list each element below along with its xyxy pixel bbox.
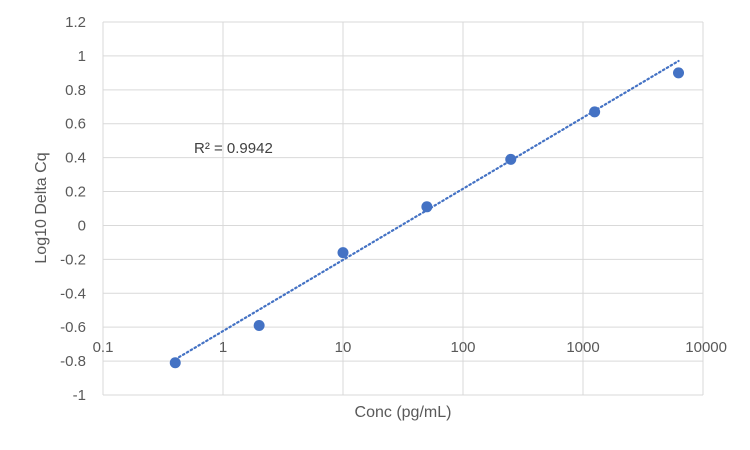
y-tick-label: 1 (78, 48, 86, 65)
y-tick-label: 0.6 (65, 116, 86, 133)
x-tick-label: 1 (219, 339, 227, 356)
y-tick-label: -0.4 (60, 285, 86, 302)
data-point (589, 106, 601, 118)
r-squared-annotation: R² = 0.9942 (194, 140, 273, 157)
y-tick-label: -1 (73, 387, 86, 404)
x-axis-tick-labels: 0.1 1 10 100 1000 10000 (93, 339, 727, 356)
data-point (673, 67, 685, 79)
x-tick-label: 100 (450, 339, 475, 356)
y-tick-label: -0.8 (60, 353, 86, 370)
y-tick-label: 0.8 (65, 82, 86, 99)
y-tick-label: 0.4 (65, 150, 86, 167)
y-tick-label: -0.2 (60, 251, 86, 268)
data-point (421, 201, 433, 213)
x-axis-title: Conc (pg/mL) (355, 404, 452, 421)
y-tick-label: 0 (78, 217, 86, 234)
y-axis-tick-labels: 1.2 1 0.8 0.6 0.4 0.2 0 -0.2 -0.4 -0.6 -0.8 -1 (60, 14, 86, 404)
gridlines (102, 21, 704, 396)
y-tick-label: 1.2 (65, 14, 86, 31)
y-tick-label: 0.2 (65, 184, 86, 201)
data-point (169, 357, 181, 369)
x-tick-label: 0.1 (93, 339, 114, 356)
x-tick-label: 10000 (685, 339, 727, 356)
y-axis-title: Log10 Delta Cq (33, 152, 50, 263)
y-tick-label: -0.6 (60, 319, 86, 336)
data-point (337, 247, 349, 259)
data-point (505, 153, 517, 165)
data-point (253, 319, 265, 331)
x-tick-label: 1000 (566, 339, 599, 356)
x-tick-label: 10 (335, 339, 352, 356)
data-points (169, 67, 685, 369)
